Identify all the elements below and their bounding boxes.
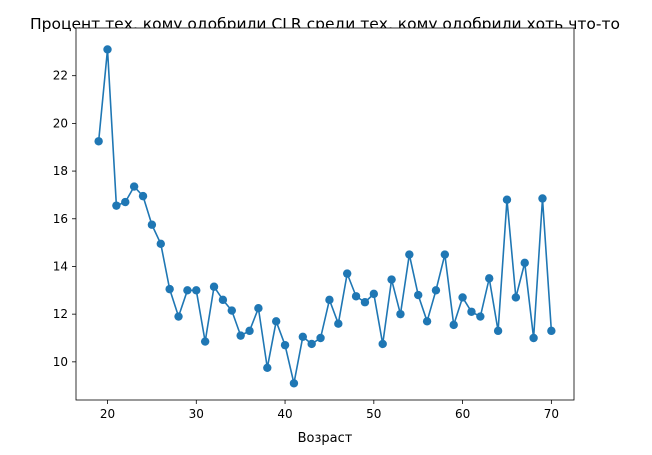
data-point (449, 320, 458, 330)
y-tick-label: 14 (53, 259, 68, 273)
data-point (156, 239, 165, 249)
data-point (378, 339, 387, 349)
data-point (236, 331, 245, 340)
data-point (227, 306, 236, 315)
data-point (192, 286, 201, 295)
data-point (342, 269, 352, 278)
y-axis: 10 12 14 16 18 20 22 (53, 69, 76, 369)
data-point (316, 333, 325, 343)
x-axis-label: Возраст (298, 431, 353, 446)
data-point (183, 286, 192, 295)
data-point (476, 312, 485, 321)
data-point (254, 303, 263, 313)
data-point (440, 250, 450, 259)
data-point (547, 326, 556, 336)
data-point (511, 293, 521, 302)
data-point (147, 220, 157, 229)
series-layer (94, 45, 556, 388)
plot-area (76, 28, 574, 400)
data-point (94, 137, 103, 146)
data-point (493, 326, 503, 336)
data-point (485, 274, 494, 283)
data-point (458, 293, 467, 302)
data-point (289, 379, 299, 388)
y-tick-label: 18 (53, 164, 68, 178)
data-point (467, 307, 476, 316)
data-point (245, 326, 254, 336)
data-point (103, 45, 112, 54)
data-point (538, 194, 547, 203)
data-point (112, 201, 121, 210)
data-point (165, 284, 174, 294)
y-tick-label: 22 (53, 69, 68, 83)
data-point (325, 295, 334, 305)
data-point (307, 339, 316, 349)
data-point (174, 312, 183, 321)
data-point (271, 317, 281, 326)
x-tick-label: 50 (366, 407, 381, 421)
data-point (138, 191, 148, 201)
data-point (431, 286, 441, 295)
y-tick-label: 20 (53, 116, 68, 130)
x-tick-label: 30 (189, 407, 204, 421)
series-line (97, 48, 553, 385)
data-point (129, 182, 139, 191)
plot-frame (75, 27, 575, 401)
data-point (360, 298, 370, 307)
data-point (298, 332, 308, 342)
data-point (422, 317, 432, 326)
data-point (520, 258, 529, 268)
data-point (405, 250, 414, 259)
data-point (200, 337, 210, 346)
x-tick-label: 60 (455, 407, 470, 421)
x-tick-label: 20 (100, 407, 115, 421)
data-point (263, 363, 272, 373)
x-tick-label: 70 (544, 407, 559, 421)
y-tick-label: 10 (53, 355, 68, 369)
data-point (334, 319, 343, 328)
data-point (121, 197, 130, 207)
y-tick-label: 12 (53, 307, 68, 321)
data-point (396, 309, 405, 319)
y-tick-label: 16 (53, 212, 68, 226)
data-point (414, 290, 423, 300)
data-point (209, 282, 219, 291)
data-point (218, 295, 228, 305)
data-point (369, 289, 379, 299)
data-point (387, 275, 396, 284)
data-point (351, 292, 361, 301)
data-point (529, 333, 538, 343)
data-point (502, 195, 512, 204)
x-axis: 20 30 40 50 60 70 (100, 400, 559, 421)
data-point (280, 340, 290, 350)
x-tick-label: 40 (277, 407, 292, 421)
